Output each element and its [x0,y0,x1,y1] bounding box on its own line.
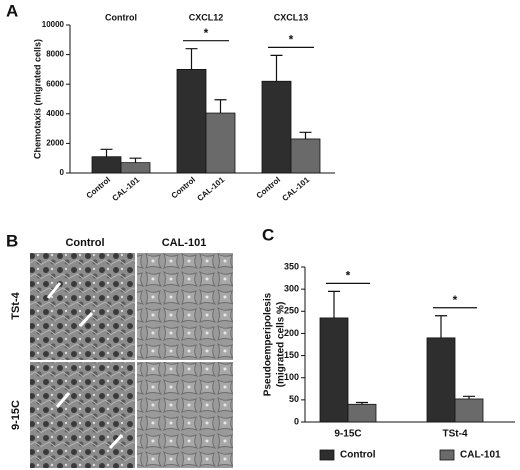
error-bar [356,401,368,405]
bar [205,112,236,174]
y-tick-label: 50 [289,394,299,404]
y-axis-label: (migrated cells %) [276,302,287,388]
y-tick-label: 250 [284,306,299,316]
y-tick-label: 150 [284,350,299,360]
bar-label: Control [85,175,113,200]
bar [347,403,377,423]
bar [426,337,456,423]
y-tick-label: 4000 [46,109,64,118]
bar-label: CAL-101 [280,175,311,203]
bar-label: Control [255,175,283,200]
error-bar [299,131,312,139]
bar [91,156,122,174]
error-bar [270,54,283,82]
panel-label: A [6,1,18,20]
bar [454,398,484,423]
y-tick-label: 2000 [46,139,64,148]
row-title: TSt-4 [10,291,22,319]
error-bar [435,315,447,338]
category-label: Control [105,12,137,22]
column-title: CAL-101 [162,237,207,249]
row-title: 9-15C [10,400,22,430]
column-title: Control [65,237,104,249]
bar [261,80,292,174]
y-tick-label: 200 [284,328,299,338]
y-tick-label: 10000 [42,20,65,29]
legend-swatch [319,449,335,461]
panel-label: C [262,225,274,244]
micrograph [30,362,135,468]
error-bar [129,157,142,163]
error-bar [185,48,198,70]
bar [290,138,321,174]
bar [176,69,207,174]
y-axis-label: Pseudoemperipolesis [263,292,274,396]
error-bar [328,290,340,318]
y-tick-label: 300 [284,284,299,294]
panel-label: B [6,231,18,250]
legend-swatch [439,449,455,461]
category-label: TSt-4 [443,429,468,440]
error-bar [463,395,475,399]
micrograph [30,253,135,360]
category-label: CXCL12 [189,12,224,22]
y-tick-label: 8000 [46,50,64,59]
legend-label: Control [340,450,376,461]
y-tick-label: 6000 [46,79,64,88]
y-axis-label: Chemotaxis (migrated cells) [32,39,42,159]
bar [319,317,349,423]
arrows [46,282,124,450]
significance-star: * [346,269,351,283]
bar-label: Control [170,175,198,200]
legend-label: CAL-101 [460,450,501,461]
error-bar [100,148,113,157]
y-tick-label: 0 [294,416,299,426]
bar-label: CAL-101 [110,175,141,203]
micrograph [137,362,233,468]
category-label: 9-15C [334,429,361,440]
category-label: CXCL13 [274,12,309,22]
bar-label: CAL-101 [195,175,226,203]
significance-star: * [289,33,294,47]
y-tick-label: 0 [60,168,65,177]
bar [120,162,151,174]
y-tick-label: 100 [284,372,299,382]
y-tick-label: 350 [284,261,299,271]
significance-star: * [204,26,209,40]
micrograph [137,253,233,360]
significance-star: * [453,293,458,307]
error-bar [214,99,227,114]
